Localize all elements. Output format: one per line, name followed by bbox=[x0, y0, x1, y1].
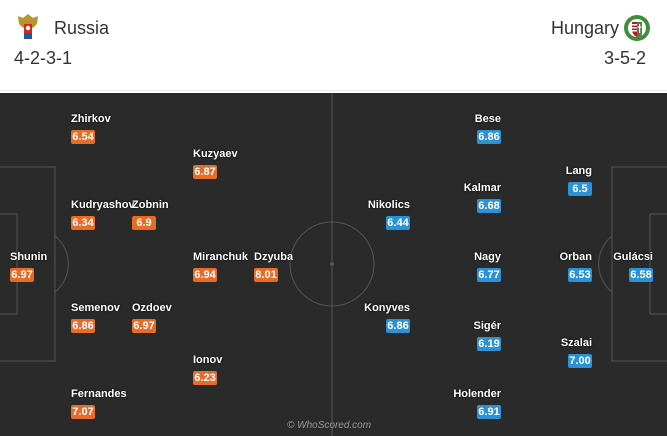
player-rating: 6.86 bbox=[71, 319, 95, 333]
player-name: Fernandes bbox=[71, 388, 127, 400]
player-name: Semenov bbox=[71, 302, 120, 314]
away-formation: 3-5-2 bbox=[604, 48, 647, 68]
player-name: Ionov bbox=[193, 354, 223, 366]
player-rating: 6.97 bbox=[132, 319, 156, 333]
home-formation: 4-2-3-1 bbox=[14, 48, 73, 68]
player-name: Ozdoev bbox=[132, 302, 172, 314]
player-rating: 6.58 bbox=[629, 268, 653, 282]
player-name: Orban bbox=[559, 251, 592, 263]
player-name: Konyves bbox=[364, 302, 410, 314]
whoscored-watermark: © WhoScored.com bbox=[287, 420, 372, 431]
player-name: Sigér bbox=[473, 320, 501, 332]
player-rating: 6.34 bbox=[71, 216, 95, 230]
pitch-markings bbox=[0, 93, 667, 436]
player-name: Nikolics bbox=[367, 199, 410, 211]
player-rating: 6.94 bbox=[193, 268, 217, 282]
player-name: Szalai bbox=[560, 337, 592, 349]
player-name: Miranchuk bbox=[193, 251, 249, 263]
player-name: Gulácsi bbox=[613, 251, 653, 263]
player-rating: 6.19 bbox=[477, 337, 501, 351]
player-rating: 6.53 bbox=[568, 268, 592, 282]
player-rating: 6.44 bbox=[386, 216, 410, 230]
player-rating: 6.97 bbox=[10, 268, 34, 282]
player-name: Nagy bbox=[474, 251, 501, 263]
player-rating: 6.68 bbox=[477, 199, 501, 213]
pitch: Shunin 6.97 Zhirkov 6.54 Kudryashov 6.34… bbox=[0, 93, 667, 436]
player-name: Kalmar bbox=[463, 182, 501, 194]
player-rating: 7.07 bbox=[71, 405, 95, 419]
player-rating: 6.87 bbox=[193, 165, 217, 179]
player-rating: 6.86 bbox=[386, 319, 410, 333]
away-team-name: Hungary bbox=[551, 18, 620, 38]
player-rating: 6.23 bbox=[193, 371, 217, 385]
player-name: Lang bbox=[565, 165, 592, 177]
player-rating: 6.9 bbox=[132, 216, 156, 230]
player-rating: 6.54 bbox=[71, 130, 95, 144]
player-name: Kudryashov bbox=[71, 199, 135, 211]
russia-crest-icon bbox=[18, 14, 38, 39]
player-name: Kuzyaev bbox=[193, 148, 238, 160]
player-rating: 6.91 bbox=[477, 405, 501, 419]
home-team-name: Russia bbox=[54, 18, 110, 38]
player-name: Shunin bbox=[10, 251, 48, 263]
player-name: Dzyuba bbox=[254, 251, 294, 263]
player-name: Holender bbox=[453, 388, 501, 400]
player-rating: 6.86 bbox=[477, 130, 501, 144]
player-name: Zhirkov bbox=[71, 113, 111, 125]
match-header: Russia 4-2-3-1 Hungary 3-5-2 bbox=[0, 0, 667, 91]
player-rating: 8.01 bbox=[254, 268, 278, 282]
player-name: Zobnin bbox=[132, 199, 169, 211]
player-rating: 6.5 bbox=[568, 182, 592, 196]
player-rating: 7.00 bbox=[568, 354, 592, 368]
player-name: Bese bbox=[474, 113, 501, 125]
hungary-crest-icon bbox=[624, 15, 650, 41]
player-rating: 6.77 bbox=[477, 268, 501, 282]
